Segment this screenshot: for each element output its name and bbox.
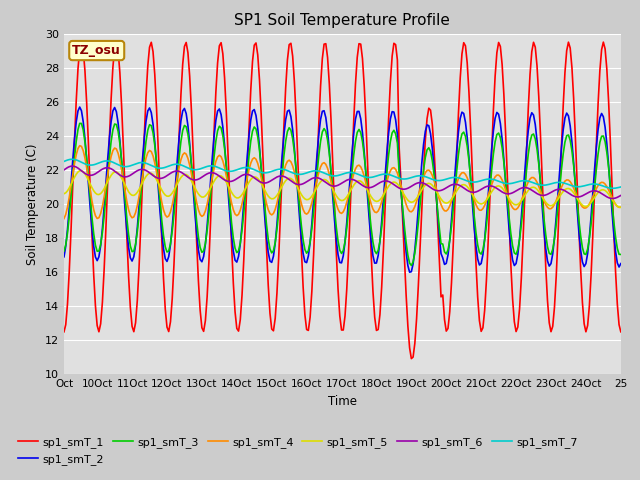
sp1_smT_1 bbox=[617, 329, 625, 335]
sp1_smT_7 bbox=[461, 178, 469, 183]
sp1_smT_3 bbox=[408, 263, 415, 268]
sp1_smT_2 bbox=[60, 254, 68, 260]
sp1_smT_1 bbox=[77, 39, 85, 45]
sp1_smT_1 bbox=[456, 75, 464, 81]
X-axis label: Time: Time bbox=[328, 395, 357, 408]
sp1_smT_7 bbox=[69, 156, 77, 162]
sp1_smT_2 bbox=[521, 168, 529, 173]
sp1_smT_7 bbox=[142, 160, 150, 166]
Line: sp1_smT_5: sp1_smT_5 bbox=[64, 170, 621, 207]
sp1_smT_5 bbox=[77, 168, 85, 173]
sp1_smT_2 bbox=[463, 134, 471, 140]
sp1_smT_4 bbox=[350, 171, 358, 177]
sp1_smT_7 bbox=[350, 170, 358, 176]
sp1_smT_6 bbox=[519, 185, 527, 191]
sp1_smT_4 bbox=[550, 202, 558, 207]
Line: sp1_smT_7: sp1_smT_7 bbox=[64, 159, 621, 188]
sp1_smT_2 bbox=[552, 214, 560, 220]
sp1_smT_1 bbox=[60, 329, 68, 335]
sp1_smT_6 bbox=[461, 186, 469, 192]
sp1_smT_7 bbox=[608, 185, 616, 191]
sp1_smT_5 bbox=[550, 201, 558, 206]
sp1_smT_7 bbox=[60, 158, 68, 164]
sp1_smT_5 bbox=[454, 185, 462, 191]
Line: sp1_smT_3: sp1_smT_3 bbox=[64, 123, 621, 265]
sp1_smT_2 bbox=[142, 118, 150, 124]
sp1_smT_2 bbox=[456, 116, 464, 121]
sp1_smT_1 bbox=[463, 60, 471, 66]
sp1_smT_3 bbox=[617, 252, 625, 257]
sp1_smT_3 bbox=[60, 248, 68, 254]
sp1_smT_2 bbox=[76, 104, 84, 110]
sp1_smT_3 bbox=[456, 139, 464, 144]
sp1_smT_4 bbox=[454, 176, 462, 181]
sp1_smT_1 bbox=[521, 192, 529, 198]
sp1_smT_2 bbox=[617, 261, 625, 266]
sp1_smT_4 bbox=[461, 171, 469, 177]
sp1_smT_1 bbox=[408, 356, 415, 361]
Legend: sp1_smT_1, sp1_smT_2, sp1_smT_3, sp1_smT_4, sp1_smT_5, sp1_smT_6, sp1_smT_7: sp1_smT_1, sp1_smT_2, sp1_smT_3, sp1_smT… bbox=[13, 433, 582, 469]
sp1_smT_5 bbox=[519, 195, 527, 201]
sp1_smT_4 bbox=[142, 155, 150, 161]
sp1_smT_3 bbox=[350, 152, 358, 158]
sp1_smT_1 bbox=[142, 94, 150, 99]
Text: TZ_osu: TZ_osu bbox=[72, 44, 121, 57]
sp1_smT_5 bbox=[617, 204, 625, 210]
Title: SP1 Soil Temperature Profile: SP1 Soil Temperature Profile bbox=[234, 13, 451, 28]
sp1_smT_7 bbox=[550, 180, 558, 186]
sp1_smT_6 bbox=[350, 177, 358, 183]
Line: sp1_smT_2: sp1_smT_2 bbox=[64, 107, 621, 272]
sp1_smT_4 bbox=[519, 193, 527, 199]
sp1_smT_2 bbox=[406, 269, 413, 275]
sp1_smT_5 bbox=[350, 182, 358, 188]
Line: sp1_smT_4: sp1_smT_4 bbox=[64, 145, 621, 218]
sp1_smT_3 bbox=[463, 143, 471, 149]
sp1_smT_6 bbox=[454, 182, 462, 188]
Line: sp1_smT_6: sp1_smT_6 bbox=[64, 166, 621, 199]
sp1_smT_7 bbox=[454, 175, 462, 180]
sp1_smT_4 bbox=[60, 216, 68, 221]
sp1_smT_7 bbox=[519, 178, 527, 184]
Line: sp1_smT_1: sp1_smT_1 bbox=[64, 42, 621, 359]
sp1_smT_4 bbox=[76, 143, 84, 148]
sp1_smT_3 bbox=[142, 138, 150, 144]
sp1_smT_6 bbox=[617, 192, 625, 198]
sp1_smT_6 bbox=[550, 188, 558, 193]
sp1_smT_1 bbox=[350, 118, 358, 123]
sp1_smT_4 bbox=[617, 204, 625, 210]
sp1_smT_2 bbox=[350, 131, 358, 136]
sp1_smT_3 bbox=[521, 185, 529, 191]
sp1_smT_1 bbox=[552, 274, 560, 279]
sp1_smT_5 bbox=[461, 182, 469, 188]
sp1_smT_5 bbox=[142, 173, 150, 179]
sp1_smT_7 bbox=[617, 184, 625, 190]
sp1_smT_6 bbox=[69, 163, 77, 169]
sp1_smT_5 bbox=[60, 191, 68, 197]
sp1_smT_6 bbox=[60, 167, 68, 173]
sp1_smT_6 bbox=[142, 168, 150, 173]
sp1_smT_3 bbox=[76, 120, 84, 126]
sp1_smT_6 bbox=[608, 196, 616, 202]
Y-axis label: Soil Temperature (C): Soil Temperature (C) bbox=[26, 143, 39, 265]
sp1_smT_3 bbox=[552, 221, 560, 227]
